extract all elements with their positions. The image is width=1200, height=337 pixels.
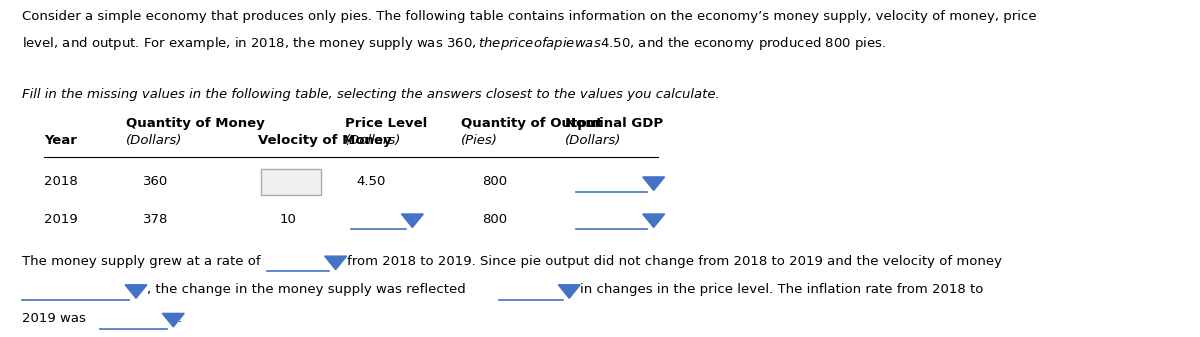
Text: Fill in the missing values in the following table, selecting the answers closest: Fill in the missing values in the follow… (22, 88, 720, 101)
Text: 378: 378 (143, 213, 168, 225)
Text: Nominal GDP: Nominal GDP (565, 117, 662, 130)
Text: Year: Year (44, 133, 77, 147)
Polygon shape (162, 313, 185, 327)
Text: Price Level: Price Level (346, 117, 427, 130)
Text: from 2018 to 2019. Since pie output did not change from 2018 to 2019 and the vel: from 2018 to 2019. Since pie output did … (347, 255, 1002, 268)
Text: Velocity of Money: Velocity of Money (258, 133, 391, 147)
Text: (Dollars): (Dollars) (346, 133, 402, 147)
Text: 2018: 2018 (44, 176, 78, 188)
Text: 4.50: 4.50 (356, 176, 386, 188)
Polygon shape (325, 256, 347, 270)
Text: 2019 was: 2019 was (22, 312, 86, 325)
Text: (Dollars): (Dollars) (565, 133, 622, 147)
Text: Consider a simple economy that produces only pies. The following table contains : Consider a simple economy that produces … (22, 10, 1037, 23)
Polygon shape (402, 214, 424, 227)
Text: 10: 10 (280, 213, 296, 225)
FancyBboxPatch shape (262, 168, 322, 195)
Text: 360: 360 (143, 176, 168, 188)
Text: 2019: 2019 (44, 213, 78, 225)
Polygon shape (643, 214, 665, 227)
Text: (Dollars): (Dollars) (126, 133, 182, 147)
Text: Quantity of Money: Quantity of Money (126, 117, 265, 130)
Text: level, and output. For example, in 2018, the money supply was $360, the price of: level, and output. For example, in 2018,… (22, 35, 887, 52)
Text: (Pies): (Pies) (461, 133, 498, 147)
Text: .: . (178, 312, 182, 325)
Text: , the change in the money supply was reflected: , the change in the money supply was ref… (146, 283, 466, 296)
Text: 800: 800 (482, 213, 508, 225)
Polygon shape (643, 177, 665, 190)
Polygon shape (558, 285, 580, 298)
Text: The money supply grew at a rate of: The money supply grew at a rate of (22, 255, 260, 268)
Text: in changes in the price level. The inflation rate from 2018 to: in changes in the price level. The infla… (580, 283, 984, 296)
Text: Quantity of Output: Quantity of Output (461, 117, 602, 130)
Polygon shape (125, 285, 146, 298)
Text: 800: 800 (482, 176, 508, 188)
